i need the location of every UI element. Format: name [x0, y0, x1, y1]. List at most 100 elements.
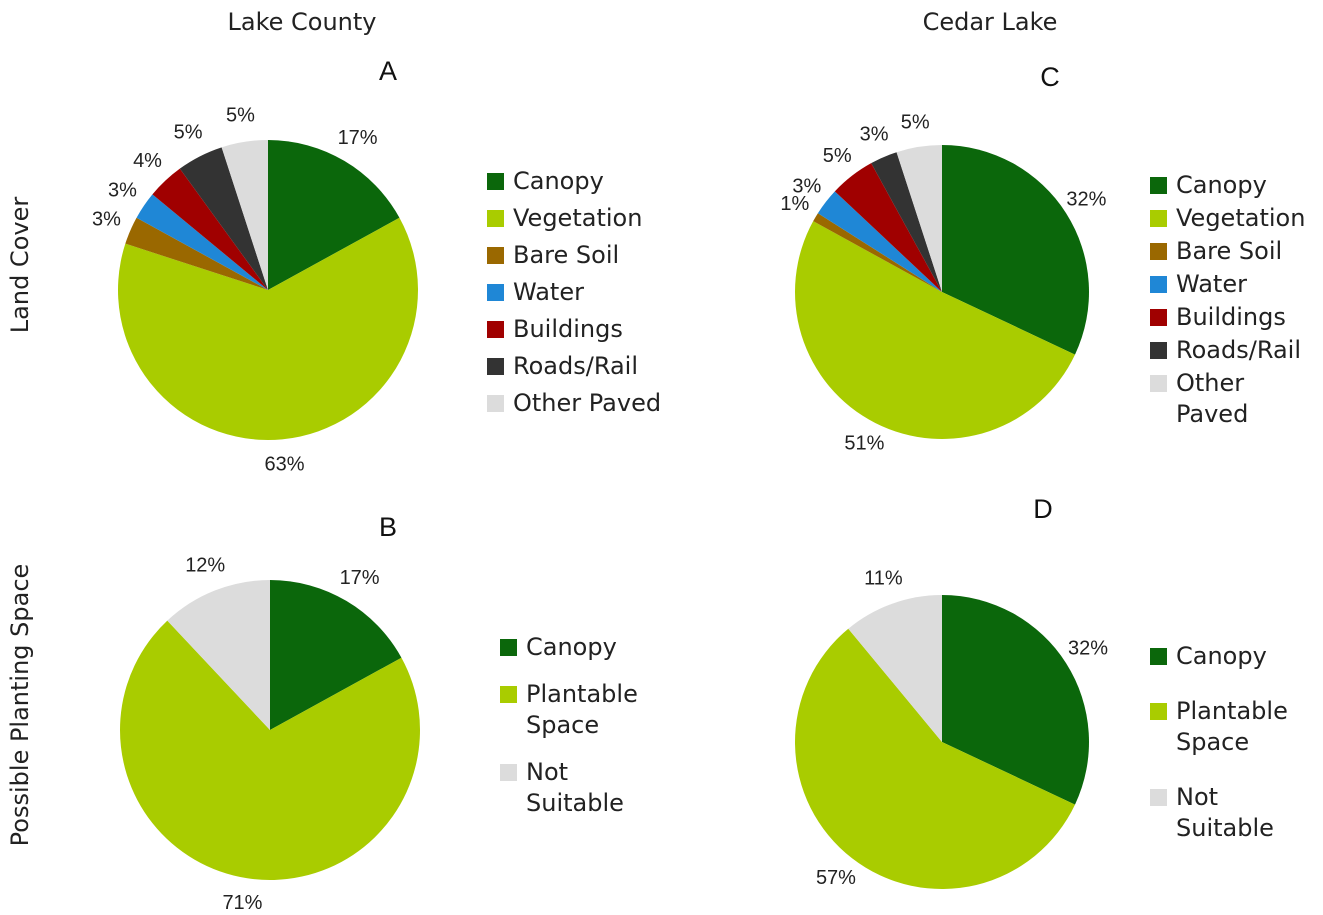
data-label: 4% [133, 150, 162, 172]
legend-label: Not Suitable [526, 758, 624, 817]
legend-swatch [487, 210, 504, 227]
legend-swatch [500, 686, 517, 703]
chart-title: B [378, 512, 398, 542]
legend-label: Plantable Space [526, 680, 638, 739]
legend-swatch [487, 321, 504, 338]
chart-title: A [378, 56, 398, 86]
legend-item: Canopy [487, 166, 661, 197]
legend-item: Bare Soil [1150, 236, 1306, 267]
legend-swatch [487, 247, 504, 264]
legend-swatch [1150, 276, 1167, 293]
legend-swatch [500, 764, 517, 781]
legend: Canopy Vegetation Bare Soil Water Buildings R… [487, 166, 661, 419]
pie-slice [942, 595, 1089, 805]
data-label: 32% [1066, 189, 1106, 211]
legend-label: Canopy [526, 633, 617, 661]
pie-slice [120, 620, 421, 880]
pie-slice [152, 168, 268, 290]
pie-slice [179, 147, 268, 290]
legend-swatch [1150, 703, 1167, 720]
pie-slice [813, 213, 942, 292]
legend-item: Not Suitable [500, 757, 656, 819]
legend-label: Canopy [1176, 642, 1267, 670]
legend-label: Buildings [513, 315, 623, 343]
legend-label: Vegetation [1176, 204, 1306, 232]
legend-label: Roads/Rail [1176, 336, 1302, 364]
legend-item: Water [487, 277, 661, 308]
legend-swatch [487, 395, 504, 412]
data-label: 11% [864, 568, 903, 590]
data-label: 5% [226, 104, 255, 126]
data-label: 71% [222, 892, 262, 914]
legend-item: Vegetation [487, 203, 661, 234]
legend-swatch [1150, 309, 1167, 326]
data-label: 3% [860, 123, 889, 145]
legend-swatch [487, 358, 504, 375]
data-label: 17% [340, 567, 380, 589]
legend-swatch [1150, 648, 1167, 665]
legend-item: Buildings [1150, 302, 1306, 333]
legend-item: Buildings [487, 314, 661, 345]
legend-label: Buildings [1176, 303, 1286, 331]
data-label: 5% [823, 145, 852, 167]
legend-swatch [1150, 210, 1167, 227]
data-label: 12% [185, 555, 225, 577]
pie-slice [125, 217, 268, 290]
legend-label: Bare Soil [513, 241, 620, 269]
pie-slice [834, 163, 942, 292]
legend-item: Other Paved [1150, 368, 1306, 430]
legend-item: Other Paved [487, 388, 661, 419]
pie-slice [848, 595, 942, 742]
legend-item: Not Suitable [1150, 782, 1306, 844]
legend-item: Canopy [500, 632, 656, 663]
legend-item: Canopy [1150, 641, 1306, 672]
legend-item: Roads/Rail [1150, 335, 1306, 366]
legend-swatch [500, 639, 517, 656]
legend-label: Other Paved [1176, 369, 1249, 428]
legend-item: Plantable Space [500, 679, 656, 741]
pie-slice [871, 152, 942, 292]
data-label: 5% [901, 111, 930, 133]
pie-slice [794, 221, 1076, 440]
legend: Canopy Vegetation Bare Soil Water Buildings R… [1150, 170, 1306, 430]
chart-title: C [1040, 62, 1060, 92]
data-label: 5% [174, 121, 203, 143]
pie-slice [117, 217, 418, 440]
legend-label: Other Paved [513, 389, 662, 417]
pie-slice [136, 194, 268, 290]
data-label: 3% [792, 175, 821, 197]
data-label: 63% [265, 454, 305, 476]
legend-label: Bare Soil [1176, 237, 1283, 265]
pie-slice [942, 145, 1089, 355]
legend-label: Roads/Rail [513, 352, 639, 380]
column-header: Lake County [227, 8, 377, 36]
pie-slice [270, 580, 402, 730]
data-label: 3% [108, 179, 137, 201]
pie-slice [817, 191, 942, 292]
legend-item: Canopy [1150, 170, 1306, 201]
pie-slice [167, 580, 270, 730]
legend-swatch [487, 173, 504, 190]
pie-slice [268, 140, 400, 290]
legend-label: Vegetation [513, 204, 643, 232]
legend-swatch [1150, 375, 1167, 392]
pie-slice [896, 145, 942, 292]
column-header: Cedar Lake [922, 8, 1058, 36]
legend-label: Plantable Space [1176, 697, 1288, 756]
legend-label: Canopy [1176, 171, 1267, 199]
legend-swatch [1150, 789, 1167, 806]
legend-swatch [487, 284, 504, 301]
legend-swatch [1150, 177, 1167, 194]
data-label: 51% [844, 433, 884, 455]
data-label: 17% [338, 127, 378, 149]
pie-slice [794, 628, 1076, 890]
legend-item: Bare Soil [487, 240, 661, 271]
legend: Canopy Plantable Space Not Suitable [500, 632, 656, 819]
pie-slice [221, 140, 268, 290]
legend-swatch [1150, 243, 1167, 260]
legend-label: Water [1176, 270, 1247, 298]
legend-item: Roads/Rail [487, 351, 661, 382]
legend-label: Not Suitable [1176, 783, 1274, 842]
